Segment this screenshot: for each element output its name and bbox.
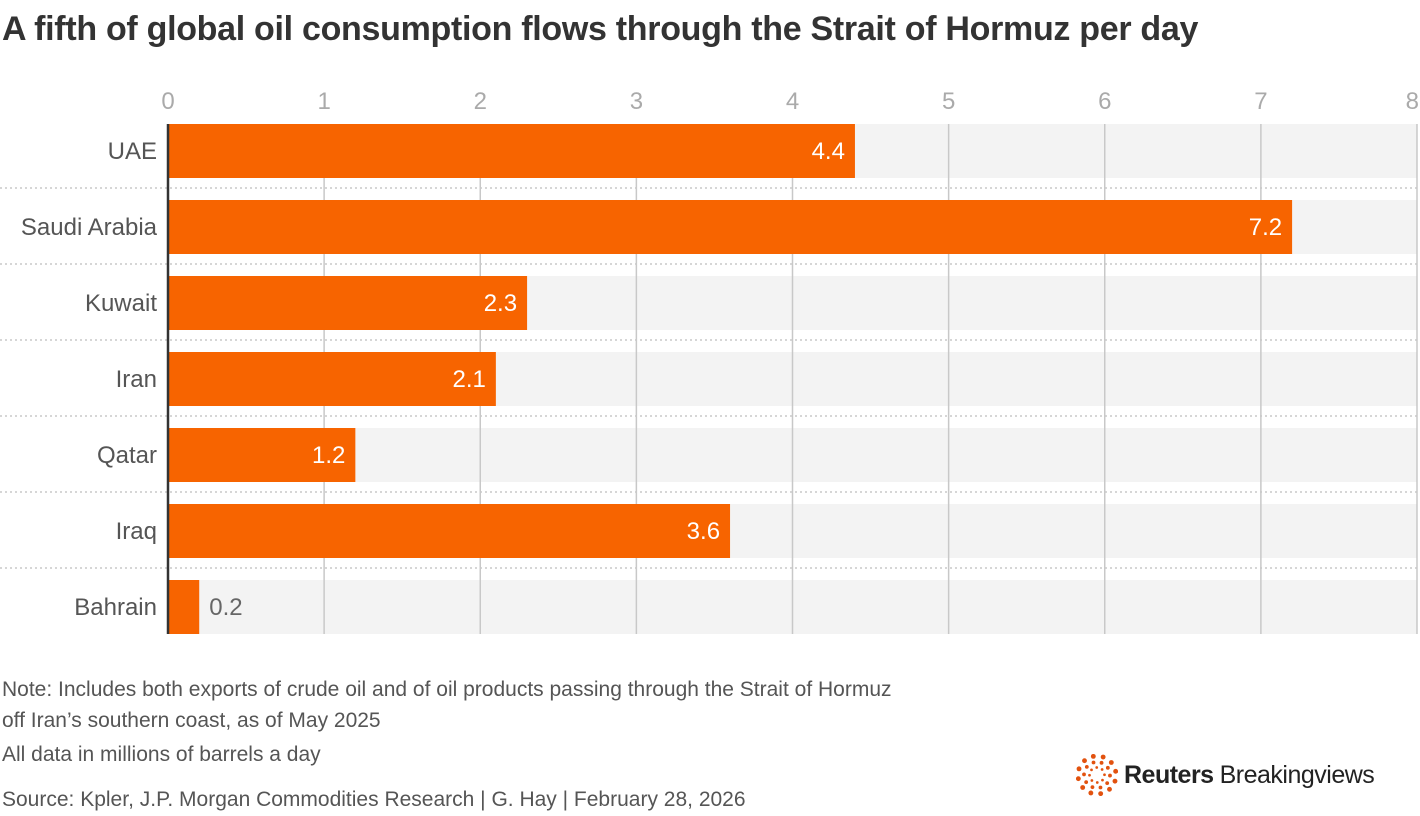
logo-dot (1088, 790, 1094, 796)
bar (168, 276, 528, 330)
bar (168, 124, 855, 178)
logo-dot (1098, 785, 1103, 790)
logo-dot (1113, 768, 1118, 774)
category-label: Iran (116, 366, 157, 393)
logo-dot (1100, 768, 1104, 771)
logo-dot (1112, 778, 1118, 784)
note-line-3: All data in millions of barrels a day (2, 743, 321, 766)
data-label: 2.3 (484, 290, 517, 317)
x-tick-label: 6 (1098, 88, 1111, 115)
x-tick-label: 8 (1406, 88, 1419, 115)
data-label: 1.2 (312, 442, 345, 469)
logo-word-reuters: Reuters (1124, 760, 1214, 789)
reuters-breakingviews-logo: Reuters Breakingviews (1076, 754, 1375, 796)
reuters-dots-icon (1076, 754, 1118, 796)
logo-dot (1090, 779, 1094, 782)
x-tick-label: 4 (786, 88, 799, 115)
x-tick-label: 1 (317, 88, 330, 115)
logo-dot (1101, 778, 1104, 782)
data-label: 3.6 (687, 518, 720, 545)
data-label: 4.4 (812, 138, 845, 165)
logo-dot (1107, 786, 1112, 792)
category-label: UAE (108, 138, 157, 165)
logo-dot (1088, 773, 1091, 777)
bar (168, 352, 496, 406)
bar (168, 504, 731, 558)
logo-dot (1103, 773, 1106, 777)
bar-chart: 0 1 2 3 4 5 6 7 8 UAE 4.4 Saudi Arabia 7.2 Kuwait 2.3 I… (0, 88, 1419, 634)
logo-dot (1090, 785, 1095, 790)
logo-dot (1080, 785, 1086, 790)
category-label: Kuwait (85, 290, 157, 317)
logo-dot (1105, 781, 1110, 785)
logo-dot (1090, 754, 1096, 759)
data-label: 2.1 (452, 366, 485, 393)
logo-word-breakingviews: Breakingviews (1219, 760, 1375, 789)
x-tick-label: 2 (474, 88, 487, 115)
logo-dot (1108, 773, 1112, 778)
logo-dot (1108, 760, 1114, 765)
note-line-2: off Iran’s southern coast, as of May 202… (2, 709, 381, 732)
chart-title: A fifth of global oil consumption flows … (2, 10, 1199, 48)
category-label: Iraq (116, 518, 157, 545)
category-label: Qatar (97, 442, 157, 469)
logo-dot (1099, 760, 1104, 765)
logo-dot (1091, 760, 1096, 765)
bar (168, 428, 356, 482)
logo-dot (1100, 754, 1106, 760)
x-tick-label: 0 (161, 88, 174, 115)
bar (168, 200, 1293, 254)
x-tick-label: 7 (1254, 88, 1267, 115)
category-label: Bahrain (74, 594, 157, 621)
x-tick-label: 3 (630, 88, 643, 115)
x-tick-label: 5 (942, 88, 955, 115)
logo-dot (1105, 765, 1110, 770)
logo-dot (1076, 776, 1081, 782)
data-label: 0.2 (209, 594, 242, 621)
logo-dot (1090, 768, 1093, 772)
bar (168, 580, 200, 634)
logo-dot (1084, 765, 1089, 769)
category-label: Saudi Arabia (21, 214, 158, 241)
note-line-1: Note: Includes both exports of crude oil… (2, 678, 892, 701)
source-line: Source: Kpler, J.P. Morgan Commodities R… (2, 788, 746, 811)
logo-dot (1095, 766, 1099, 769)
logo-dot (1084, 780, 1089, 785)
logo-dot (1076, 766, 1082, 772)
logo-dot (1095, 781, 1099, 784)
logo-dot (1082, 772, 1086, 777)
data-label: 7.2 (1249, 214, 1282, 241)
logo-dot (1082, 758, 1087, 764)
logo-dot (1098, 791, 1104, 796)
